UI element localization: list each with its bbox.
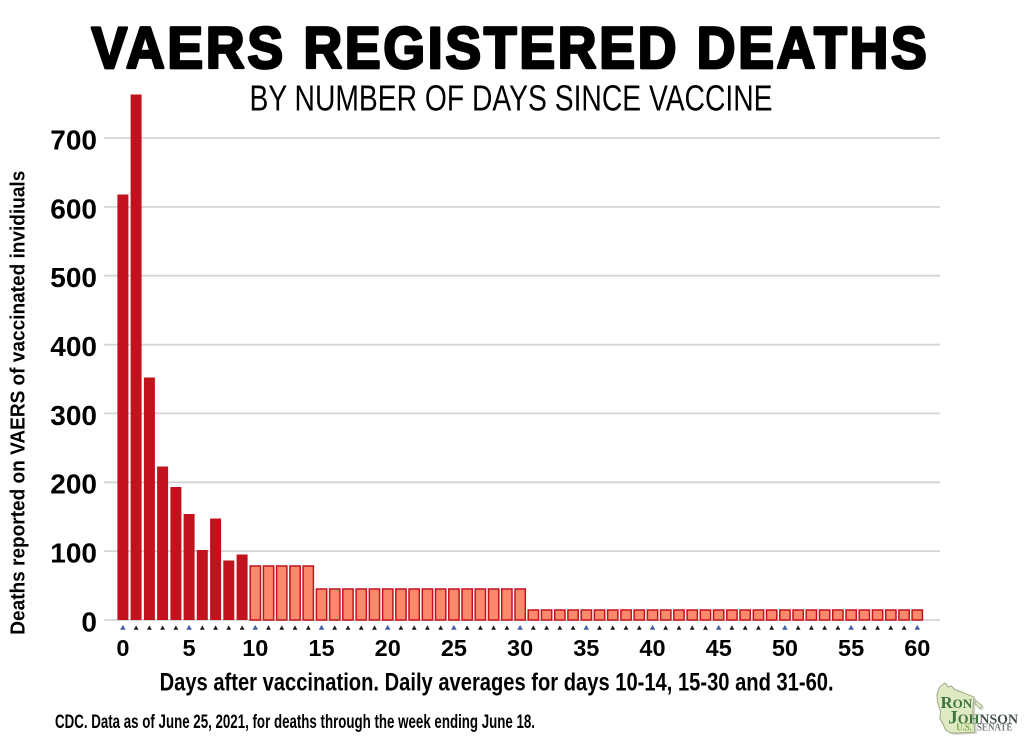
svg-text:100: 100 [50, 538, 97, 569]
svg-text:20: 20 [375, 635, 401, 661]
svg-text:200: 200 [50, 469, 97, 500]
svg-text:400: 400 [50, 331, 97, 362]
svg-text:300: 300 [50, 400, 97, 431]
svg-text:700: 700 [50, 124, 97, 155]
svg-text:SENATE: SENATE [977, 722, 1013, 733]
svg-text:55: 55 [838, 635, 864, 661]
svg-text:10: 10 [242, 635, 268, 661]
svg-text:Days after vaccination. Daily: Days after vaccination. Daily averages f… [160, 668, 834, 696]
svg-text:U.S.: U.S. [956, 722, 972, 733]
svg-text:0: 0 [116, 635, 129, 661]
svg-text:50: 50 [772, 635, 798, 661]
svg-text:30: 30 [507, 635, 533, 661]
svg-text:RON: RON [941, 693, 973, 712]
svg-text:35: 35 [573, 635, 599, 661]
svg-text:60: 60 [904, 635, 930, 661]
svg-text:JOHNSON: JOHNSON [948, 707, 1018, 728]
svg-text:BY NUMBER OF DAYS SINCE VACCIN: BY NUMBER OF DAYS SINCE VACCINE [250, 78, 773, 119]
svg-text:40: 40 [639, 635, 665, 661]
svg-text:0: 0 [81, 606, 97, 637]
svg-text:VAERS REGISTERED DEATHS: VAERS REGISTERED DEATHS [92, 16, 930, 81]
svg-text:5: 5 [183, 635, 196, 661]
svg-text:45: 45 [706, 635, 732, 661]
svg-text:15: 15 [308, 635, 334, 661]
svg-text:25: 25 [441, 635, 467, 661]
svg-text:CDC. Data as of June 25, 2021,: CDC. Data as of June 25, 2021, for death… [55, 712, 535, 733]
svg-text:600: 600 [50, 193, 97, 224]
svg-text:500: 500 [50, 262, 97, 293]
svg-text:Deaths reported on VAERS of va: Deaths reported on VAERS of vaccinated i… [8, 171, 30, 635]
